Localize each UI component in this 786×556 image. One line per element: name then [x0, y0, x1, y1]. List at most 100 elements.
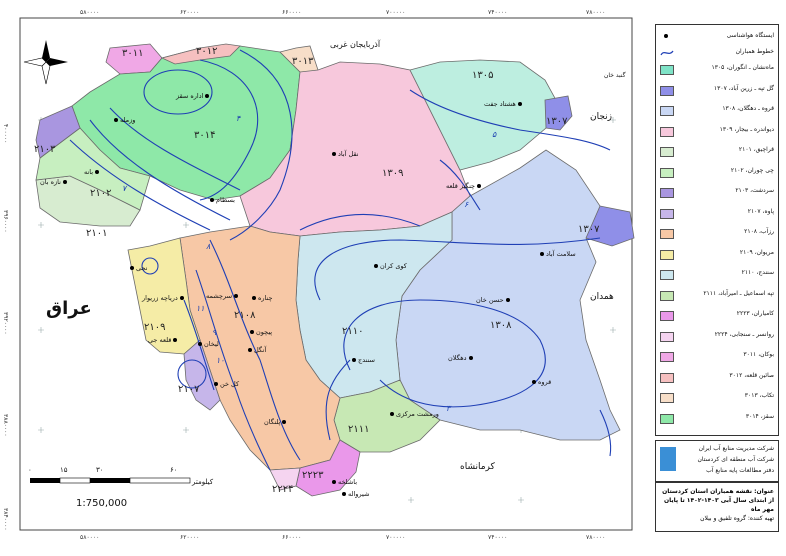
- zone-2108: ۲۱۰۸: [234, 310, 256, 321]
- legend-item-label: دیواندره ـ بیجار، ۱۳۰۹: [719, 125, 774, 133]
- scale-tick-60: ۶۰: [170, 466, 178, 474]
- station-salamatabad: سلامت آباد: [538, 250, 576, 258]
- contour-value: ۱۰: [216, 356, 225, 365]
- zone-1307a: ۱۳۰۷: [546, 116, 568, 127]
- map-title: عنوان: نقشه همباران استان کردستان از ابت…: [660, 487, 774, 514]
- station-chenareh: چناره: [250, 294, 273, 302]
- region-2103: [35, 105, 81, 159]
- station-palangan: پلنگان: [264, 418, 288, 426]
- coord-top-1: ۵۸۰۰۰۰: [80, 9, 100, 16]
- legend-item: قراچیق، ۲۱۰۱: [660, 145, 774, 158]
- legend-item: مریوان، ۲۱۰۹: [660, 248, 774, 261]
- region-3012: [160, 43, 241, 65]
- zone-2101: ۲۱۰۱: [86, 228, 108, 239]
- scale-unit: کیلومتر: [192, 478, 214, 486]
- title-text: نقشه همباران استان کردستان از ابتدای سال…: [662, 488, 774, 513]
- zone-2223: ۲۲۲۳: [302, 470, 324, 481]
- station-pichun: پیچون: [248, 328, 272, 336]
- station-dot-icon: [664, 34, 668, 38]
- zone-3012: ۳۰۱۲: [196, 46, 218, 57]
- station-vazmeleh: وزمله: [112, 116, 135, 124]
- scale-bar: [30, 477, 191, 484]
- legend-item: سردشت، ۲۱۰۳: [660, 186, 774, 199]
- zone-1309: ۱۳۰۹: [382, 168, 404, 179]
- zone-2107: ۲۱۰۷: [178, 384, 200, 395]
- zone-2102: ۲۱۰۲: [90, 188, 112, 199]
- legend-item: ماه‌نشان ـ انگوران، ۱۳۰۵: [660, 63, 774, 76]
- legend-swatch: [660, 208, 674, 219]
- neighbor-gonbad: گنبد خان: [604, 72, 626, 79]
- legend-item: رزآب، ۲۱۰۸: [660, 227, 774, 240]
- neighbor-hamedan: همدان: [590, 292, 614, 302]
- legend-panel: ایستگاه هواشناسی خطوط همباران ماه‌نشان ـ…: [655, 24, 779, 436]
- coord-left-5: ۳۸۴۰۰۰۰: [2, 508, 9, 531]
- legend-swatch: [660, 311, 674, 321]
- station-angel: آنگل: [246, 346, 266, 354]
- station-naji: نجی: [128, 264, 147, 272]
- legend-item: صائین قلعه، ۳۰۱۲: [660, 371, 774, 384]
- contour-value: ۱۱: [196, 304, 205, 313]
- station-bastam: بسطام: [208, 196, 235, 204]
- legend-item-label: سنندج، ۲۱۱۰: [741, 269, 774, 276]
- station-sanandaj: سنندج: [350, 356, 375, 364]
- contour-line-icon: [660, 50, 674, 56]
- coord-bottom-4: ۷۰۰۰۰۰: [386, 534, 406, 541]
- legend-item-label: سقز، ۳۰۱۴: [745, 412, 774, 420]
- legend-item-label: پاوه، ۲۱۰۷: [747, 207, 774, 215]
- legend-swatch: [660, 188, 674, 198]
- legend-swatch: [660, 167, 674, 178]
- station-saqez: اداره سقز: [176, 92, 211, 100]
- legend-item-label: گل تپه ـ زرین آباد، ۱۳۰۷: [713, 84, 774, 92]
- legend-item: چی چوران، ۲۱۰۲: [660, 166, 774, 179]
- neighbor-zanjan: زنجان: [590, 112, 613, 122]
- legend-item-label: صائین قلعه، ۳۰۱۲: [729, 371, 774, 379]
- legend-item-label: قراچیق، ۲۱۰۱: [738, 146, 774, 153]
- coord-top-4: ۷۰۰۰۰۰: [386, 9, 406, 16]
- map-preparer: تهیه کننده: گروه تلفیق و بیلان: [700, 515, 774, 522]
- legend-item: روانسر ـ سنجابی، ۲۲۲۴: [660, 330, 774, 343]
- contour-value: ۷: [122, 184, 127, 193]
- zone-1307b: ۱۳۰۷: [578, 224, 600, 235]
- province-regions: [35, 43, 635, 497]
- title-label: عنوان:: [754, 488, 774, 495]
- logo-line-3: دفتر مطالعات پایه منابع آب: [706, 467, 774, 474]
- legend-swatch: [660, 65, 674, 75]
- water-logo-icon: [660, 447, 676, 471]
- coord-bottom-2: ۶۲۰۰۰۰: [180, 534, 200, 541]
- legend-swatch: [660, 352, 674, 362]
- zone-2110: ۲۱۱۰: [342, 326, 364, 337]
- coord-bottom-5: ۷۴۰۰۰۰: [488, 534, 508, 541]
- neighbor-kermanshah: کرمانشاه: [460, 462, 495, 472]
- legend-item-label: بوکان، ۳۰۱۱: [743, 351, 774, 358]
- station-koy-karan: کوی کران: [372, 262, 407, 270]
- map-title-box: عنوان: نقشه همباران استان کردستان از ابت…: [655, 482, 779, 532]
- legend-station-label: ایستگاه هواشناسی: [726, 32, 774, 39]
- station-zarivar-lake: دریاچه زریوار: [142, 294, 186, 302]
- zone-1305: ۱۳۰۵: [472, 70, 494, 81]
- organization-logo-box: شرکت مدیریت منابع آب ایران شرکت آب منطقه…: [655, 440, 779, 482]
- legend-item-label: روانسر ـ سنجابی، ۲۲۲۴: [714, 330, 774, 338]
- legend-item: پاوه، ۲۱۰۷: [660, 207, 774, 220]
- north-arrow-icon: [23, 40, 68, 85]
- coord-bottom-6: ۷۸۰۰۰۰: [586, 534, 606, 541]
- legend-item: کامیاران، ۲۲۲۳: [660, 309, 774, 322]
- legend-swatch: [660, 393, 674, 403]
- contour-value: ۸: [206, 242, 211, 251]
- contour-value: ۹: [212, 328, 217, 337]
- legend-item: تپه اسماعیل ـ امیرآباد، ۲۱۱۱: [660, 289, 774, 302]
- zone-2103: ۲۱۰۳: [34, 144, 56, 155]
- station-nazeban: نازه بان: [40, 178, 69, 186]
- region-2223: [295, 439, 361, 497]
- station-changiz-qaleh: چنگیز قلعه: [446, 182, 483, 190]
- isohyet-lines: [69, 49, 612, 471]
- scale-tick-30: ۳۰: [96, 466, 104, 474]
- legend-swatch: [660, 331, 674, 342]
- legend-item: سنندج، ۲۱۱۰: [660, 268, 774, 281]
- legend-swatch: [660, 290, 674, 301]
- station-shirvaleh: شیرواله: [340, 490, 369, 498]
- legend-item: قروه ـ دهگلان، ۱۳۰۸: [660, 104, 774, 117]
- scale-tick-0: ۰: [28, 466, 32, 474]
- zone-2224: ۲۲۲۴: [272, 484, 294, 495]
